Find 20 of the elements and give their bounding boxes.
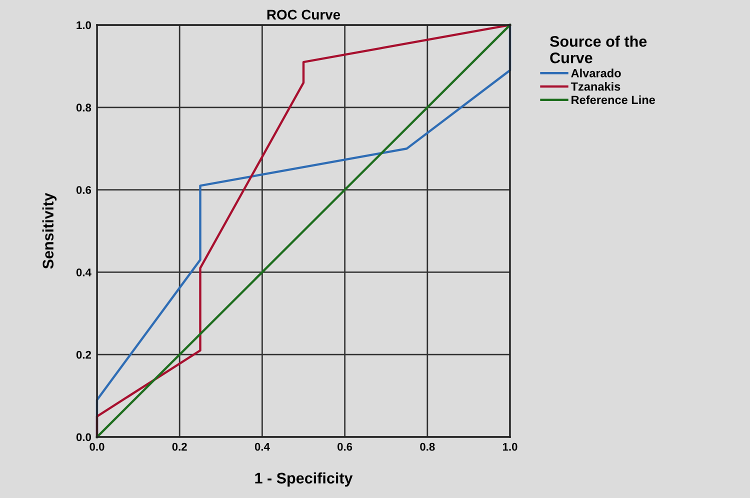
x-axis-title: 1 - Specificity (255, 472, 353, 487)
x-tick-label: 0.8 (420, 442, 435, 451)
chart-title: ROC Curve (267, 10, 340, 20)
y-axis-title: Sensitivity (42, 192, 57, 269)
line-series (96, 24, 512, 438)
legend-label: Tzanakis (570, 82, 620, 91)
x-tick-label: 0.4 (254, 442, 270, 451)
x-tick-label: 1.0 (502, 442, 518, 451)
x-tick-label: 0.2 (172, 442, 187, 451)
legend-label: Alvarado (571, 68, 621, 78)
legend-title: Source of the Curve (550, 36, 647, 64)
y-tick-label: 0.6 (76, 186, 92, 194)
legend-label: Reference Line (572, 95, 656, 104)
y-tick-label: 1.0 (76, 21, 91, 30)
y-tick-label: 0.4 (76, 268, 92, 276)
y-tick-label: 0.8 (76, 104, 92, 112)
x-tick-label: 0.0 (90, 442, 104, 451)
y-tick-label: 0.0 (76, 433, 91, 442)
x-tick-label: 0.6 (338, 442, 352, 451)
y-tick-label: 0.2 (76, 350, 91, 359)
